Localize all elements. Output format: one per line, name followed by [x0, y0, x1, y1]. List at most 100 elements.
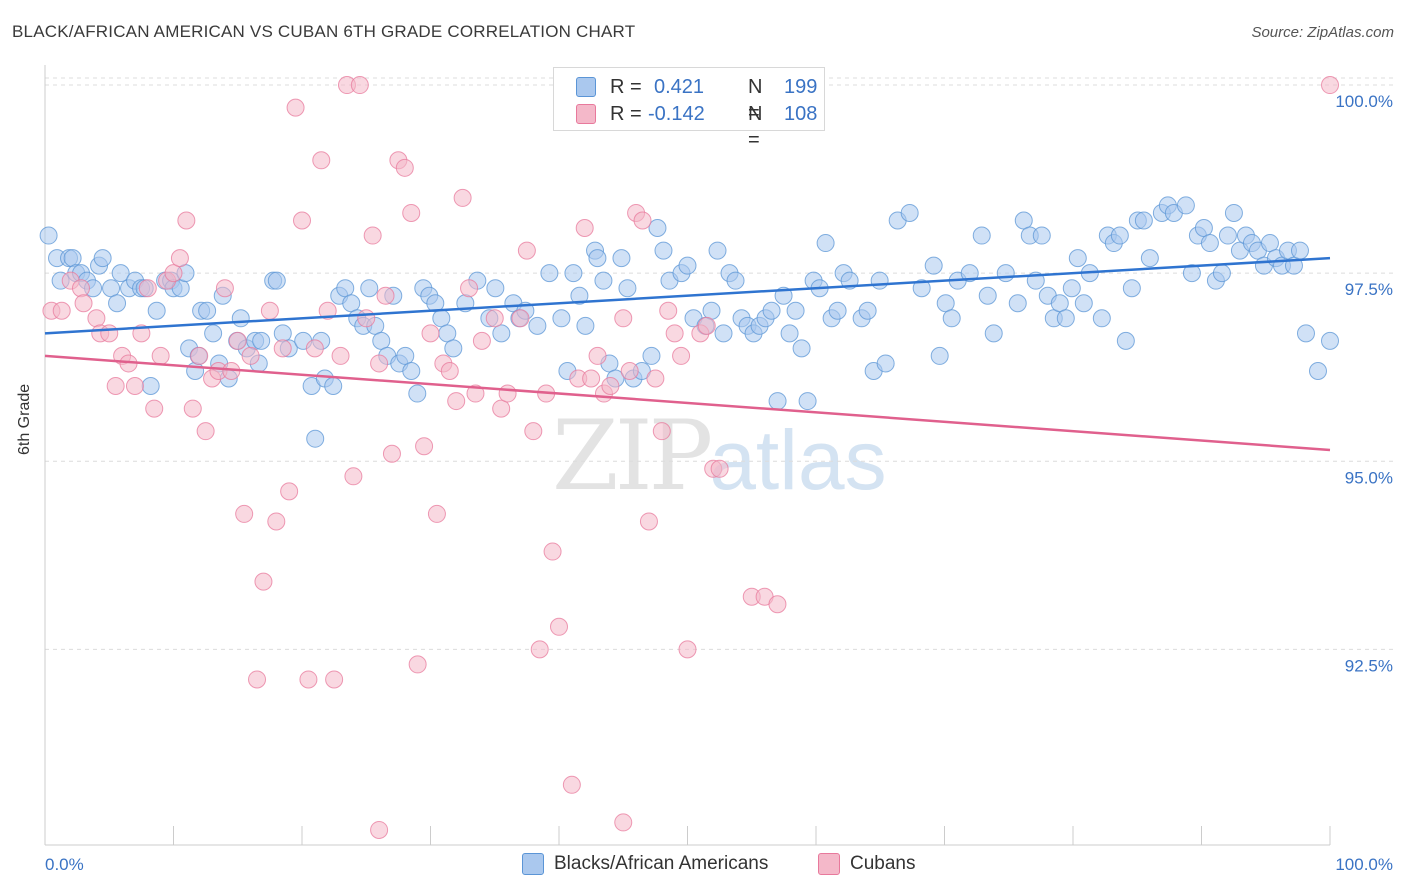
point-blacks — [1308, 361, 1327, 380]
point-cubans — [196, 422, 215, 441]
point-cubans — [460, 279, 479, 298]
point-blacks — [1032, 226, 1051, 245]
point-blacks — [1296, 324, 1315, 343]
point-cubans — [768, 595, 787, 614]
y-tick-label: 95.0% — [1345, 468, 1393, 487]
point-blacks — [588, 249, 607, 268]
point-blacks — [912, 279, 931, 298]
point-cubans — [145, 399, 164, 418]
point-cubans — [485, 309, 504, 328]
point-blacks — [147, 301, 166, 320]
point-cubans — [639, 512, 658, 531]
point-blacks — [762, 301, 781, 320]
point-blacks — [1290, 241, 1309, 260]
legend-swatch-cubans — [576, 104, 596, 124]
point-cubans — [402, 203, 421, 222]
point-cubans — [453, 188, 472, 207]
point-blacks — [528, 316, 547, 335]
point-cubans — [427, 504, 446, 523]
point-cubans — [248, 670, 267, 689]
point-blacks — [1014, 211, 1033, 230]
chart-title: BLACK/AFRICAN AMERICAN VS CUBAN 6TH GRAD… — [12, 22, 636, 41]
point-blacks — [396, 346, 415, 365]
legend-r-label: R = — [610, 103, 642, 125]
point-blacks — [408, 384, 427, 403]
point-blacks — [1116, 331, 1135, 350]
point-blacks — [642, 346, 661, 365]
point-blacks — [930, 346, 949, 365]
point-blacks — [708, 241, 727, 260]
point-cubans — [273, 339, 292, 358]
point-cubans — [100, 324, 119, 343]
bottom-legend-label-cubans: Cubans — [850, 853, 916, 874]
point-cubans — [363, 226, 382, 245]
point-blacks — [936, 294, 955, 313]
point-blacks — [942, 309, 961, 328]
point-blacks — [798, 392, 817, 411]
point-cubans — [280, 482, 299, 501]
point-cubans — [344, 467, 363, 486]
point-cubans — [582, 369, 601, 388]
watermark: ZIPatlas — [552, 400, 887, 512]
point-blacks — [612, 249, 631, 268]
point-blacks — [1134, 211, 1153, 230]
point-cubans — [305, 339, 324, 358]
point-cubans — [672, 346, 691, 365]
point-blacks — [492, 324, 511, 343]
point-cubans — [517, 241, 536, 260]
point-cubans — [260, 301, 279, 320]
point-cubans — [190, 346, 209, 365]
point-blacks — [1074, 294, 1093, 313]
point-cubans — [357, 309, 376, 328]
point-cubans — [286, 98, 305, 117]
point-blacks — [996, 264, 1015, 283]
point-blacks — [984, 324, 1003, 343]
point-blacks — [252, 331, 271, 350]
y-tick-label: 97.5% — [1345, 280, 1393, 299]
point-cubans — [614, 813, 633, 832]
point-cubans — [498, 384, 517, 403]
legend-r-label: R = — [610, 76, 642, 98]
point-blacks — [594, 271, 613, 290]
point-cubans — [562, 775, 581, 794]
point-blacks — [648, 219, 667, 238]
point-blacks — [1194, 219, 1213, 238]
point-cubans — [370, 354, 389, 373]
point-cubans — [659, 301, 678, 320]
point-cubans — [678, 640, 697, 659]
legend-n-value: 108 — [784, 103, 818, 125]
point-blacks — [102, 279, 121, 298]
point-blacks — [342, 294, 361, 313]
point-blacks — [360, 279, 379, 298]
point-cubans — [376, 286, 395, 305]
point-blacks — [1062, 279, 1081, 298]
legend-r-value: 0.421 — [654, 76, 705, 98]
trend-line-cubans — [44, 354, 1331, 452]
point-cubans — [710, 459, 729, 478]
point-cubans — [71, 279, 90, 298]
point-blacks — [768, 392, 787, 411]
point-blacks — [141, 377, 160, 396]
point-blacks — [273, 324, 292, 343]
point-cubans — [665, 324, 684, 343]
point-blacks — [111, 264, 130, 283]
point-blacks — [552, 309, 571, 328]
point-cubans — [228, 331, 247, 350]
point-blacks — [402, 361, 421, 380]
point-cubans — [614, 309, 633, 328]
point-cubans — [382, 444, 401, 463]
point-cubans — [183, 399, 202, 418]
point-cubans — [421, 324, 440, 343]
point-cubans — [588, 346, 607, 365]
point-blacks — [900, 203, 919, 222]
point-cubans — [106, 377, 125, 396]
point-cubans — [293, 211, 311, 230]
point-cubans — [254, 572, 273, 591]
point-blacks — [186, 361, 205, 380]
x-tick-label: 0.0% — [45, 855, 84, 874]
point-cubans — [492, 399, 511, 418]
point-cubans — [601, 377, 620, 396]
point-cubans — [170, 249, 189, 268]
point-blacks — [324, 377, 343, 396]
point-cubans — [164, 264, 183, 283]
